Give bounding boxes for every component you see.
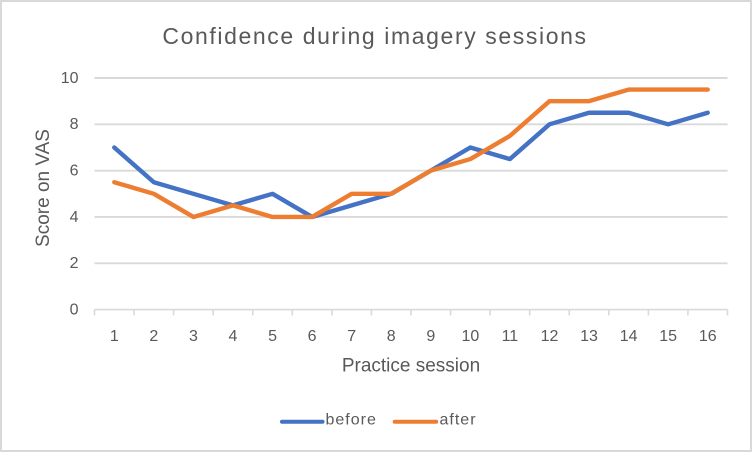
svg-text:16: 16 (699, 328, 717, 345)
svg-text:6: 6 (308, 328, 317, 345)
svg-text:14: 14 (620, 328, 638, 345)
svg-text:4: 4 (229, 328, 238, 345)
svg-text:3: 3 (189, 328, 198, 345)
svg-text:2: 2 (70, 255, 79, 272)
svg-text:4: 4 (70, 209, 79, 226)
svg-text:13: 13 (580, 328, 598, 345)
svg-text:Confidence during imagery sess: Confidence during imagery sessions (162, 23, 587, 49)
svg-text:2: 2 (149, 328, 158, 345)
svg-text:Score on VAS: Score on VAS (33, 129, 54, 247)
svg-text:after: after (440, 411, 477, 428)
svg-text:6: 6 (70, 162, 79, 179)
svg-text:before: before (326, 411, 377, 428)
svg-text:9: 9 (426, 328, 435, 345)
svg-text:Practice session: Practice session (342, 356, 480, 377)
svg-text:8: 8 (70, 116, 79, 133)
svg-text:15: 15 (659, 328, 677, 345)
svg-text:0: 0 (70, 301, 79, 318)
svg-text:8: 8 (387, 328, 396, 345)
svg-text:10: 10 (61, 70, 79, 87)
svg-text:12: 12 (541, 328, 559, 345)
svg-text:11: 11 (502, 328, 519, 345)
svg-text:1: 1 (110, 328, 119, 345)
svg-text:5: 5 (268, 328, 277, 345)
svg-text:10: 10 (461, 328, 479, 345)
svg-text:7: 7 (347, 328, 356, 345)
